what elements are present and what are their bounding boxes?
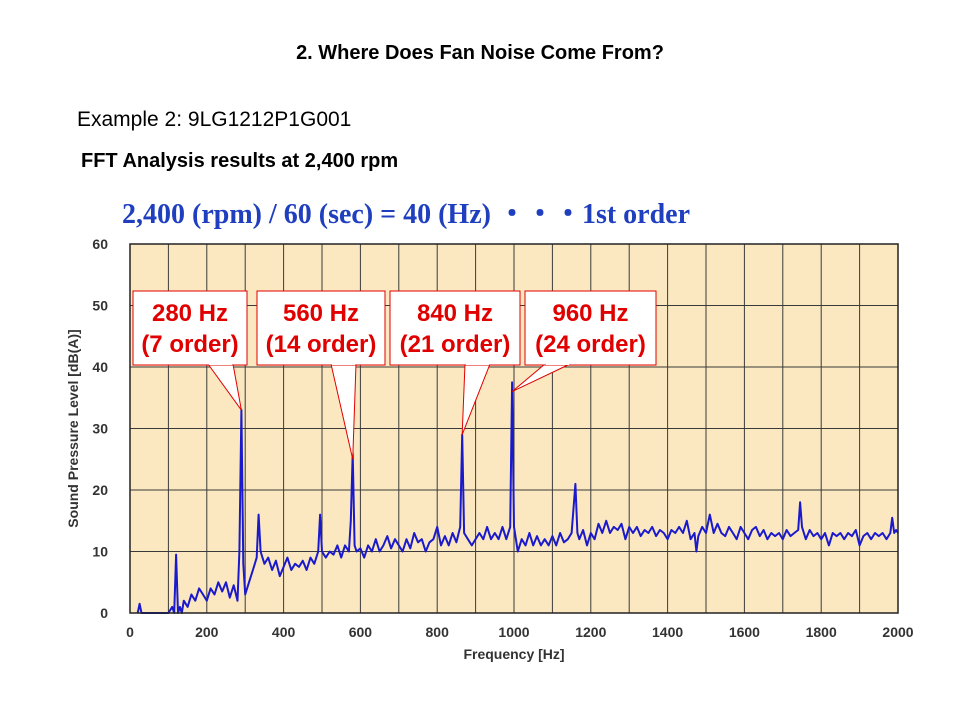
- x-tick-label: 0: [126, 624, 134, 640]
- x-tick-label: 600: [349, 624, 373, 640]
- callout-order: (7 order): [141, 331, 238, 358]
- callout-frequency: 960 Hz: [552, 300, 628, 327]
- callout-frequency: 840 Hz: [417, 300, 493, 327]
- y-tick-label: 60: [92, 236, 108, 252]
- x-tick-label: 1000: [498, 624, 529, 640]
- slide-title: 2. Where Does Fan Noise Come From?: [296, 42, 664, 64]
- x-tick-label: 200: [195, 624, 219, 640]
- callout-order: (21 order): [400, 331, 511, 358]
- x-tick-label: 1400: [652, 624, 683, 640]
- callout-3: 840 Hz (21 order): [389, 290, 521, 435]
- callout-box: [389, 290, 521, 366]
- callout-4: 960 Hz (24 order): [511, 290, 657, 393]
- callout-frequency: 560 Hz: [283, 300, 359, 327]
- callout-order: (24 order): [535, 331, 646, 358]
- callout-box: [132, 290, 248, 366]
- fft-heading: FFT Analysis results at 2,400 rpm: [81, 150, 399, 172]
- y-tick-label: 50: [92, 298, 108, 314]
- y-tick-label: 0: [100, 605, 108, 621]
- callout-box: [256, 290, 386, 366]
- callout-1: 280 Hz (7 order): [132, 290, 248, 411]
- x-tick-label: 1200: [575, 624, 606, 640]
- callout-frequency: 280 Hz: [152, 300, 228, 327]
- callouts: 280 Hz (7 order) 560 Hz (14 order) 840 Hz (21…: [132, 290, 657, 460]
- callout-order: (14 order): [266, 331, 377, 358]
- x-tick-label: 400: [272, 624, 296, 640]
- y-axis-label: Sound Pressure Level [dB(A)]: [65, 329, 81, 527]
- x-tick-label: 1800: [806, 624, 837, 640]
- callout-2: 560 Hz (14 order): [256, 290, 386, 460]
- y-tick-label: 30: [92, 421, 108, 437]
- order-formula: 2,400 (rpm) / 60 (sec) = 40 (Hz) ・・・1st …: [122, 199, 691, 230]
- tick-labels: 0 200 400 600 800 1000 1200 1400 1600 1800 2000 0 10…: [92, 236, 913, 640]
- y-tick-label: 20: [92, 482, 108, 498]
- x-axis-label: Frequency [Hz]: [463, 646, 564, 662]
- x-tick-label: 800: [426, 624, 450, 640]
- callout-box: [524, 290, 657, 366]
- series-line: [136, 381, 899, 614]
- y-tick-label: 10: [92, 544, 108, 560]
- x-tick-label: 2000: [882, 624, 913, 640]
- example-model-label: Example 2: 9LG1212P1G001: [77, 108, 352, 131]
- plot-frame: [129, 243, 899, 614]
- x-tick-label: 1600: [729, 624, 760, 640]
- y-tick-label: 40: [92, 359, 108, 375]
